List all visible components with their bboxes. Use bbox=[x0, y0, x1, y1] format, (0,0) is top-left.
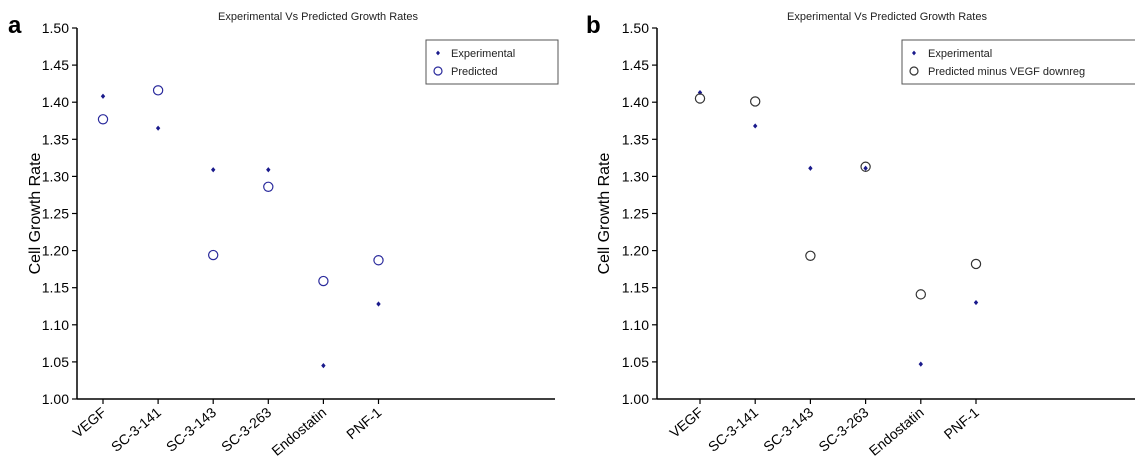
y-tick-label: 1.45 bbox=[42, 57, 69, 73]
y-tick-label: 1.20 bbox=[622, 243, 649, 259]
x-tick-label: SC-3-263 bbox=[815, 404, 871, 455]
y-tick-label: 1.50 bbox=[622, 20, 649, 36]
data-point bbox=[207, 249, 219, 261]
y-tick-label: 1.25 bbox=[622, 206, 649, 222]
series-predicted bbox=[694, 93, 982, 300]
chart-title: Experimental Vs Predicted Growth Rates bbox=[218, 11, 418, 23]
legend-marker bbox=[433, 66, 443, 76]
series-predicted bbox=[97, 85, 384, 287]
data-point bbox=[915, 289, 927, 300]
series-experimental bbox=[100, 93, 381, 369]
panel-label: b bbox=[586, 12, 601, 39]
data-point bbox=[263, 181, 274, 192]
series-experimental bbox=[697, 89, 979, 367]
data-point bbox=[973, 299, 979, 306]
y-tick-label: 1.40 bbox=[622, 94, 649, 110]
y-tick-label: 1.35 bbox=[42, 131, 69, 147]
chart-title: Experimental Vs Predicted Growth Rates bbox=[787, 11, 987, 23]
y-tick-label: 1.05 bbox=[42, 354, 69, 370]
y-tick-label: 1.20 bbox=[42, 243, 69, 259]
y-tick-label: 1.10 bbox=[42, 317, 69, 333]
chart-panel-b: b Experimental Vs Predicted Growth Rates C… bbox=[586, 11, 1135, 459]
data-point bbox=[753, 123, 758, 129]
legend-box bbox=[901, 39, 1135, 85]
data-point bbox=[970, 258, 982, 270]
legend-label: Experimental bbox=[451, 48, 515, 60]
data-point bbox=[97, 114, 109, 125]
legend-label: Predicted minus VEGF downreg bbox=[928, 66, 1085, 78]
data-point bbox=[918, 361, 923, 367]
x-tick-label: VEGF bbox=[666, 404, 705, 441]
y-tick-label: 1.15 bbox=[622, 280, 649, 296]
data-point bbox=[318, 275, 329, 287]
data-point bbox=[750, 96, 761, 107]
y-axis-label: Cell Growth Rate bbox=[27, 152, 44, 274]
y-tick-label: 1.50 bbox=[42, 20, 69, 36]
y-tick-label: 1.15 bbox=[42, 280, 69, 296]
data-point bbox=[805, 250, 816, 261]
x-tick-label: Endostatin bbox=[866, 404, 927, 459]
y-tick-label: 1.05 bbox=[622, 354, 649, 370]
legend-label: Predicted bbox=[451, 66, 497, 78]
legend-marker bbox=[436, 50, 440, 56]
data-point bbox=[155, 125, 161, 131]
y-tick-label: 1.25 bbox=[42, 206, 69, 222]
x-tick-label: PNF-1 bbox=[941, 404, 982, 442]
x-tick-label: SC-3-141 bbox=[108, 404, 164, 455]
y-tick-label: 1.40 bbox=[42, 94, 69, 110]
x-tick-label: SC-3-141 bbox=[705, 404, 761, 455]
data-point bbox=[152, 85, 164, 96]
data-point bbox=[100, 93, 106, 99]
y-axis-label: Cell Growth Rate bbox=[596, 152, 613, 274]
x-tick-label: SC-3-143 bbox=[163, 404, 219, 455]
x-tick-label: VEGF bbox=[69, 404, 108, 441]
x-tick-label: SC-3-143 bbox=[760, 404, 816, 455]
data-point bbox=[321, 363, 326, 369]
legend-box bbox=[425, 39, 559, 85]
data-point bbox=[860, 161, 871, 172]
x-tick-label: SC-3-263 bbox=[218, 404, 274, 455]
legend: Experimental Predicted bbox=[425, 39, 559, 85]
y-tick-label: 1.00 bbox=[42, 391, 69, 407]
y-tick-label: 1.10 bbox=[622, 317, 649, 333]
legend-marker bbox=[909, 66, 919, 76]
y-tick-label: 1.30 bbox=[42, 168, 69, 184]
y-tick-label: 1.00 bbox=[622, 391, 649, 407]
data-point bbox=[808, 165, 813, 171]
data-point bbox=[373, 255, 384, 266]
legend-marker bbox=[912, 50, 916, 56]
data-point bbox=[863, 165, 868, 171]
y-tick-label: 1.35 bbox=[622, 131, 649, 147]
legend-label: Experimental bbox=[928, 48, 992, 60]
x-tick-label: PNF-1 bbox=[343, 404, 384, 442]
x-tick-label: Endostatin bbox=[268, 404, 329, 459]
chart-panel-a: a Experimental Vs Predicted Growth Rates C… bbox=[8, 11, 559, 459]
panel-label: a bbox=[8, 12, 22, 39]
legend: Experimental Predicted minus VEGF downreg bbox=[901, 39, 1135, 85]
data-point bbox=[211, 167, 216, 173]
data-point bbox=[376, 301, 381, 307]
y-tick-label: 1.45 bbox=[622, 57, 649, 73]
data-point bbox=[266, 167, 271, 173]
y-tick-label: 1.30 bbox=[622, 168, 649, 184]
data-point bbox=[694, 93, 706, 104]
